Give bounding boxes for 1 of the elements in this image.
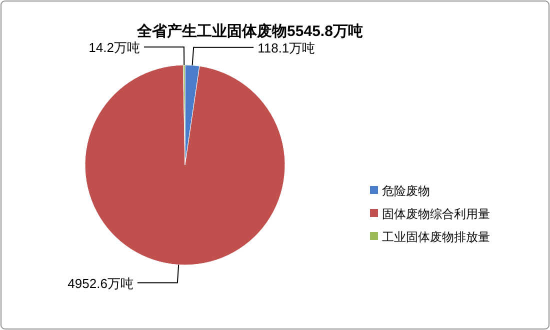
title: 全省产生工业固体废物5545.8万吨 (137, 23, 363, 40)
